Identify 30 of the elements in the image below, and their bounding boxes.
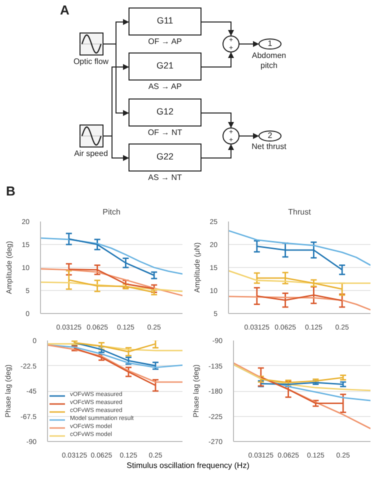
text: AS → NT [148, 173, 182, 182]
text: OF → NT [148, 128, 182, 138]
x-axis-title: Stimulus oscillation frequency (Hz) [126, 460, 250, 472]
text: Optic flow [73, 57, 109, 66]
text: G22 [156, 151, 174, 162]
text: Abdomen pitch [252, 51, 286, 70]
text: 1 [268, 39, 273, 48]
text: A [60, 2, 70, 18]
line-series [68, 238, 155, 276]
chart-title: Thrust [288, 208, 312, 216]
line-series [40, 282, 182, 292]
text: OF → AP [148, 37, 182, 46]
text: G21 [156, 60, 174, 70]
line-series [48, 344, 182, 368]
line-series [68, 268, 155, 290]
line-series [48, 343, 182, 352]
line-series [228, 270, 370, 284]
text: Air speed [74, 149, 108, 158]
line-series [48, 344, 182, 383]
text: 2 [268, 131, 273, 140]
line-series [74, 342, 156, 366]
line-series [234, 362, 370, 430]
text: B [6, 183, 16, 198]
chart-title: Pitch [102, 208, 120, 216]
line-series [40, 268, 182, 296]
line-series [234, 364, 370, 392]
text: G12 [156, 106, 174, 116]
text: G11 [156, 15, 174, 26]
text: AS → AP [148, 82, 182, 92]
text: Net thrust [252, 142, 288, 152]
